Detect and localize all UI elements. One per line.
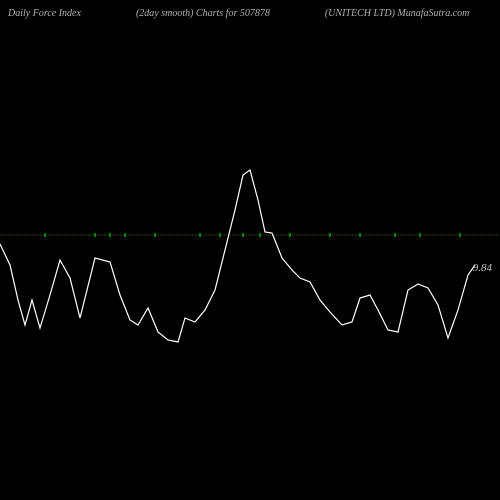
title-mid: (2day smooth) Charts for 507878 [136,8,270,19]
chart-header: Daily Force Index (2day smooth) Charts f… [0,8,500,19]
force-index-chart: Daily Force Index (2day smooth) Charts f… [0,0,500,500]
chart-svg [0,0,500,500]
title-left: Daily Force Index [8,8,81,19]
chart-background [0,0,500,500]
current-value-label: 9.84 [473,262,492,274]
title-right: (UNITECH LTD) MunafaSutra.com [325,8,470,19]
